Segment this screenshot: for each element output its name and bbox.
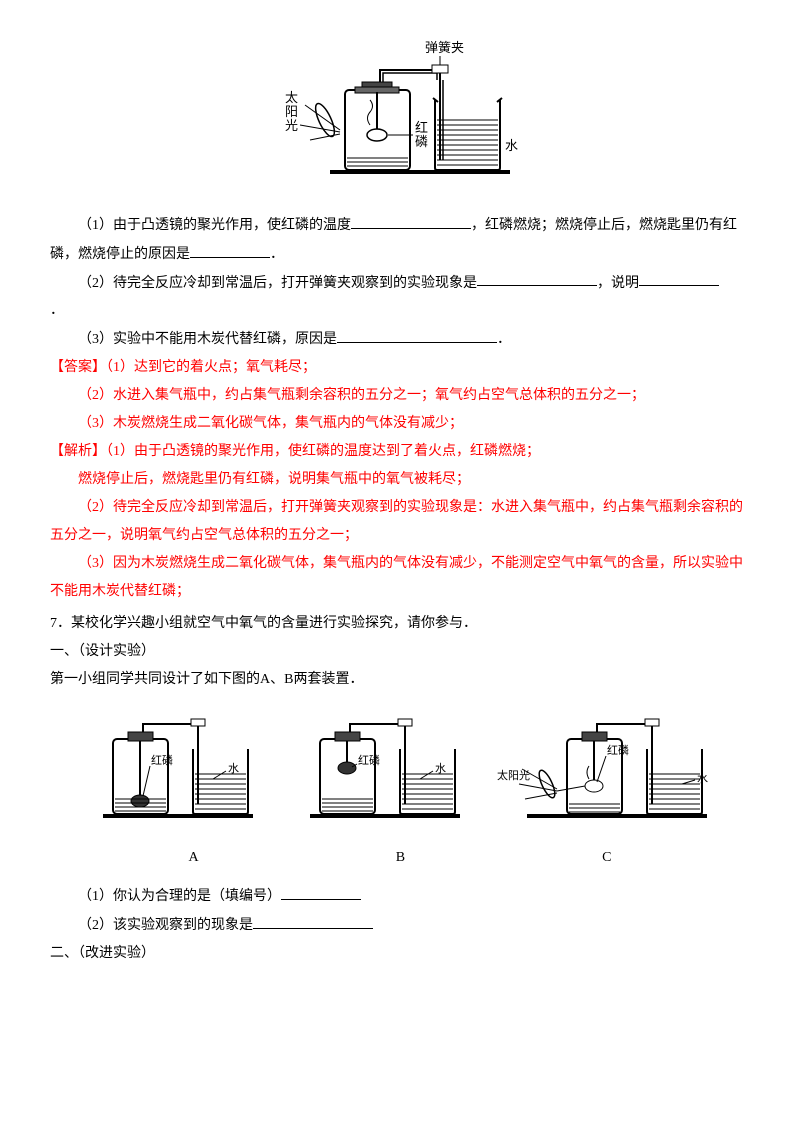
q2-part-a: （2）待完全反应冷却到常温后，打开弹簧夹观察到的实验现象是 bbox=[78, 275, 477, 290]
explain-line-4: （3）因为木炭燃烧生成二氧化碳气体，集气瓶内的气体没有减少，不能测定空气中氧气的… bbox=[50, 550, 750, 606]
label-clip: 弹簧夹 bbox=[425, 40, 464, 55]
apparatus-svg: 弹簧夹 太 阳 光 红 磷 水 bbox=[270, 40, 530, 190]
fig-b-phos: 红磷 bbox=[358, 754, 380, 767]
label-phos-1: 红 bbox=[415, 120, 428, 135]
explain-line-3: （2）待完全反应冷却到常温后，打开弹簧夹观察到的实验现象是：水进入集气瓶中，约占… bbox=[50, 494, 750, 550]
q3-text: （3）实验中不能用木炭代替红磷，原因是 ． bbox=[50, 325, 750, 354]
q7-sub1: （1）你认为合理的是（填编号） bbox=[50, 882, 750, 911]
answer-line-3: （3）木炭燃烧生成二氧化碳气体，集气瓶内的气体没有减少； bbox=[50, 410, 750, 438]
q3-blank-1 bbox=[337, 325, 497, 343]
q2-blank-1 bbox=[477, 269, 597, 287]
fig-a-water: 水 bbox=[228, 762, 239, 775]
fig-c-phos: 红磷 bbox=[607, 744, 629, 757]
q7-sec1-title: 一、（设计实验） bbox=[50, 638, 750, 666]
figure-captions: A B C bbox=[50, 844, 750, 872]
label-water: 水 bbox=[505, 138, 518, 153]
explain-line-1: 【解析】（1）由于凸透镜的聚光作用，使红磷的温度达到了着火点，红磷燃烧； bbox=[50, 438, 750, 466]
q7-sec2-title: 二、（改进实验） bbox=[50, 940, 750, 968]
label-sun-1: 太 bbox=[285, 90, 298, 105]
caption-b: B bbox=[396, 844, 405, 872]
q1-text: （1）由于凸透镜的聚光作用，使红磷的温度，红磷燃烧；燃烧停止后，燃烧匙里仍有红磷… bbox=[50, 211, 750, 269]
q7-intro: 7．某校化学兴趣小组就空气中氧气的含量进行实验探究，请你参与． bbox=[50, 610, 750, 638]
q1-blank-2 bbox=[190, 240, 270, 258]
label-sun-3: 光 bbox=[285, 118, 298, 133]
figure-top-apparatus: 弹簧夹 太 阳 光 红 磷 水 bbox=[50, 40, 750, 201]
q1-part-c: ． bbox=[270, 247, 284, 262]
fig-b-water: 水 bbox=[435, 762, 446, 775]
q1-blank-1 bbox=[351, 211, 471, 229]
figure-row-abc: 红磷 水 红磷 水 红磷 bbox=[50, 704, 750, 834]
q2-blank-2 bbox=[639, 269, 719, 287]
q2-part-b: ，说明 bbox=[597, 275, 639, 290]
answer-line-1: 【答案】（1）达到它的着火点；氧气耗尽； bbox=[50, 354, 750, 382]
q7-sub2: （2）该实验观察到的现象是 bbox=[50, 911, 750, 940]
q3-part-a: （3）实验中不能用木炭代替红磷，原因是 bbox=[78, 332, 337, 347]
q7-sec1-body: 第一小组同学共同设计了如下图的A、B两套装置． bbox=[50, 666, 750, 694]
explain-line-2: 燃烧停止后，燃烧匙里仍有红磷，说明集气瓶中的氧气被耗尽； bbox=[50, 466, 750, 494]
label-phos-2: 磷 bbox=[415, 134, 428, 149]
q3-part-b: ． bbox=[497, 332, 511, 347]
q7-sub1-blank bbox=[281, 882, 361, 900]
q1-part-a: （1）由于凸透镜的聚光作用，使红磷的温度 bbox=[78, 218, 351, 233]
fig-c-sun: 太阳光 bbox=[497, 768, 530, 782]
caption-a: A bbox=[189, 844, 199, 872]
q7-sub1-text: （1）你认为合理的是（填编号） bbox=[78, 889, 281, 904]
q2-text: （2）待完全反应冷却到常温后，打开弹簧夹观察到的实验现象是 ，说明 bbox=[50, 269, 750, 298]
fig-a-phos: 红磷 bbox=[151, 754, 173, 767]
answer-line-2: （2）水进入集气瓶中，约占集气瓶剩余容积的五分之一；氧气约占空气总体积的五分之一… bbox=[50, 382, 750, 410]
caption-c: C bbox=[602, 844, 611, 872]
apparatus-b: 红磷 水 bbox=[290, 704, 470, 834]
fig-c-water: 水 bbox=[697, 772, 708, 785]
q7-sub2-blank bbox=[253, 911, 373, 929]
q2-tail: ． bbox=[50, 297, 750, 325]
apparatus-a: 红磷 水 bbox=[83, 704, 263, 834]
q7-sub2-text: （2）该实验观察到的现象是 bbox=[78, 918, 253, 933]
apparatus-c: 红磷 太阳光 水 bbox=[497, 704, 717, 834]
label-sun-2: 阳 bbox=[285, 104, 298, 119]
